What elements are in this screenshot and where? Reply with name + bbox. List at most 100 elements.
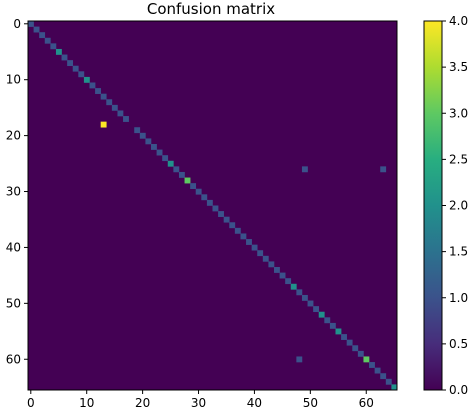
- y-tick-label: 60: [6, 352, 21, 366]
- y-tick-label: 30: [6, 185, 21, 199]
- heatmap-cell: [151, 144, 157, 150]
- heatmap-cell: [346, 339, 353, 346]
- x-tick-label: 50: [303, 396, 318, 410]
- heatmap-cell: [167, 160, 174, 167]
- heatmap-cell: [296, 289, 303, 296]
- heatmap-cell: [72, 65, 79, 72]
- x-tick-label: 0: [27, 396, 35, 410]
- heatmap-cell: [251, 244, 258, 251]
- y-tick-label: 40: [6, 240, 21, 254]
- heatmap-cell: [290, 283, 297, 290]
- heatmap-cell: [123, 116, 129, 122]
- heatmap-cell: [341, 334, 347, 340]
- heatmap-cell: [391, 384, 398, 391]
- heatmap-cell: [78, 71, 85, 78]
- heatmap-cell: [329, 322, 336, 329]
- heatmap-cell: [240, 233, 247, 240]
- colorbar-axis: 0.0 0.5 1.0 1.5 2.0 2.5 3.0 3.5 4.0: [442, 14, 468, 397]
- heatmap-cell: [296, 356, 303, 363]
- colorbar-tick-label: 4.0: [449, 14, 468, 28]
- heatmap-cell: [301, 166, 308, 173]
- heatmap-cell: [352, 345, 359, 352]
- colorbar-tick-label: 3.5: [449, 60, 468, 74]
- colorbar-tick-label: 2.0: [449, 199, 468, 213]
- heatmap-cell: [380, 373, 387, 380]
- heatmap-cell: [206, 199, 213, 206]
- y-tick-label: 50: [6, 296, 21, 310]
- heatmap-cell: [50, 43, 57, 50]
- heatmap-cell: [89, 82, 96, 89]
- heatmap-cell: [257, 250, 264, 257]
- y-tick-label: 0: [13, 17, 21, 31]
- heatmap-cell: [55, 48, 62, 55]
- heatmap-cell: [100, 121, 107, 128]
- heatmap-cell: [374, 367, 381, 374]
- heatmap-cell: [39, 32, 46, 39]
- x-tick-label: 30: [191, 396, 206, 410]
- heatmap-cell: [134, 127, 141, 134]
- heatmap-cell: [234, 227, 241, 234]
- heatmap-cell: [156, 149, 163, 156]
- heatmap-cell: [313, 306, 320, 313]
- heatmap-cell: [201, 194, 208, 201]
- colorbar-tick-label: 3.0: [449, 106, 468, 120]
- colorbar-tick-label: 2.5: [449, 152, 468, 166]
- x-tick-label: 40: [247, 396, 262, 410]
- heatmap-cell: [301, 294, 308, 301]
- heatmap-cell: [173, 166, 180, 173]
- x-tick-label: 60: [359, 396, 374, 410]
- y-tick-label: 20: [6, 129, 21, 143]
- heatmap-cell: [285, 278, 292, 285]
- heatmap-cell: [106, 99, 113, 106]
- heatmap-cell: [279, 272, 286, 279]
- colorbar-tick-label: 0.0: [449, 383, 468, 397]
- heatmap-cell: [145, 138, 152, 145]
- x-axis: 0 10 20 30 40 50 60: [27, 390, 374, 410]
- heatmap-cell: [274, 267, 280, 273]
- heatmap-cell: [324, 317, 331, 324]
- colorbar-tick-label: 1.5: [449, 245, 468, 259]
- heatmap-cell: [385, 378, 392, 385]
- plot-frame: [27, 20, 398, 391]
- heatmap-cell: [33, 26, 40, 33]
- heatmap-cell: [195, 188, 202, 195]
- y-axis: 0 10 20 30 40 50 60: [6, 17, 28, 366]
- heatmap-cells: [28, 21, 398, 391]
- heatmap-cell: [357, 350, 364, 357]
- heatmap-cell: [268, 261, 275, 268]
- x-tick-label: 10: [79, 396, 94, 410]
- heatmap-cell: [184, 177, 191, 184]
- heatmap-cell: [95, 88, 101, 94]
- heatmap-cell: [223, 216, 230, 223]
- heatmap-cell: [117, 110, 124, 117]
- heatmap-cell: [67, 60, 74, 67]
- colorbar: [423, 20, 443, 391]
- heatmap-cell: [190, 183, 197, 190]
- heatmap-cell: [28, 21, 34, 27]
- heatmap-cell: [162, 155, 169, 162]
- heatmap-cell: [369, 362, 375, 368]
- heatmap-cell: [83, 76, 90, 83]
- heatmap-cell: [246, 239, 252, 245]
- heatmap-cell: [44, 37, 51, 44]
- chart-title: Confusion matrix: [147, 0, 275, 18]
- heatmap-cell: [139, 132, 146, 139]
- heatmap-cell: [307, 300, 314, 307]
- heatmap-cell: [380, 166, 387, 173]
- x-tick-label: 20: [135, 396, 150, 410]
- colorbar-tick-label: 1.0: [449, 291, 468, 305]
- heatmap-cell: [218, 211, 224, 217]
- heatmap-cell: [262, 255, 269, 262]
- heatmap-cell: [318, 311, 325, 318]
- heatmap-cell: [229, 222, 236, 229]
- colorbar-tick-label: 0.5: [449, 337, 468, 351]
- heatmap-cell: [111, 104, 118, 111]
- heatmap-cell: [100, 93, 107, 100]
- heatmap-cell: [61, 54, 68, 61]
- heatmap-cell: [335, 328, 342, 335]
- heatmap-cell: [363, 356, 370, 363]
- y-tick-label: 10: [6, 73, 21, 87]
- heatmap-cell: [212, 205, 219, 212]
- heatmap-cell: [178, 171, 185, 178]
